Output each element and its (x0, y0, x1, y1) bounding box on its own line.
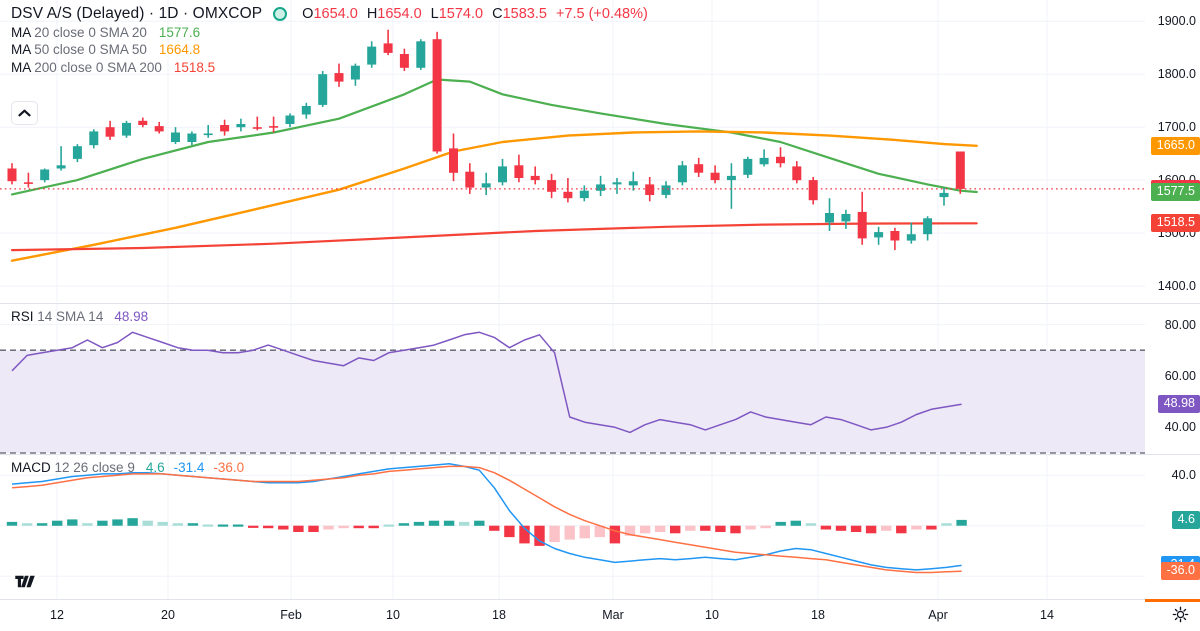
time-tick-label: 12 (50, 608, 64, 622)
time-tick-label: Mar (602, 608, 624, 622)
macd-axis-tag[interactable]: 4.6 (1172, 511, 1200, 529)
macd-tick-label: 40.0 (1172, 468, 1196, 482)
gear-glyph (1172, 606, 1189, 623)
rsi-axis[interactable]: 80.00 60.00 40.00 48.98 (1145, 304, 1200, 454)
time-tick-label: 20 (161, 608, 175, 622)
macd-axis[interactable]: 40.04.6-31.4-36.0 (1145, 455, 1200, 600)
price-tick-label: 1400.0 (1158, 279, 1196, 293)
macd-series-svg (0, 455, 1145, 599)
time-tick-label: 18 (811, 608, 825, 622)
price-series-svg (0, 0, 1145, 302)
axis-accent-bar (1145, 599, 1200, 602)
time-axis[interactable]: 12 20 Feb 10 18 Mar 10 18 Apr 14 (0, 599, 1200, 631)
tv-logo-glyph (14, 570, 37, 593)
price-tick-label: 1900.0 (1158, 14, 1196, 28)
price-axis-tag[interactable]: 1577.5 (1151, 183, 1200, 201)
time-tick-label: 14 (1040, 608, 1054, 622)
time-tick-label: 18 (492, 608, 506, 622)
time-tick-label: Feb (280, 608, 302, 622)
rsi-axis-tag[interactable]: 48.98 (1158, 395, 1200, 413)
tradingview-logo-icon[interactable] (10, 566, 40, 596)
collapse-pane-button[interactable] (11, 101, 38, 125)
price-axis-tag[interactable]: 1518.5 (1151, 214, 1200, 232)
price-tick-label: 1700.0 (1158, 120, 1196, 134)
macd-axis-tag[interactable]: -36.0 (1161, 562, 1200, 580)
price-axis[interactable]: 1900.01800.01700.01600.01500.01400.01665… (1145, 0, 1200, 302)
rsi-series-svg (0, 304, 1145, 453)
price-tick-label: 1800.0 (1158, 67, 1196, 81)
rsi-plot-area[interactable] (0, 304, 1145, 454)
rsi-tick-label: 40.00 (1165, 420, 1196, 434)
rsi-tick-label: 80.00 (1165, 318, 1196, 332)
gear-icon[interactable] (1170, 604, 1190, 624)
chevron-up-icon (18, 109, 31, 117)
time-tick-label: 10 (705, 608, 719, 622)
price-axis-tag[interactable]: 1665.0 (1151, 137, 1200, 155)
time-tick-label: 10 (386, 608, 400, 622)
time-tick-label: Apr (928, 608, 947, 622)
macd-plot-area[interactable] (0, 455, 1145, 600)
rsi-tick-label: 60.00 (1165, 369, 1196, 383)
price-plot-area[interactable] (0, 0, 1145, 302)
